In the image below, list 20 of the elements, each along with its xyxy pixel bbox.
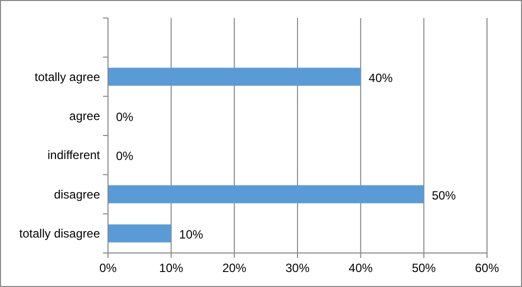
y-tick-label: disagree bbox=[54, 187, 100, 202]
data-label: 0% bbox=[116, 149, 134, 164]
y-tick-label: agree bbox=[69, 108, 100, 123]
x-tick-label: 20% bbox=[222, 261, 247, 275]
y-tick-label: indifferent bbox=[48, 148, 101, 162]
bar bbox=[108, 224, 172, 242]
y-tick-label: totally agree bbox=[34, 70, 100, 84]
data-label: 10% bbox=[179, 227, 204, 242]
y-tick-label: totally disagree bbox=[19, 226, 100, 240]
x-tick-label: 0% bbox=[99, 261, 117, 275]
x-tick-label: 40% bbox=[348, 261, 373, 275]
data-label: 0% bbox=[116, 110, 134, 124]
bar bbox=[108, 68, 361, 86]
data-label: 50% bbox=[432, 188, 456, 202]
bar bbox=[108, 185, 424, 204]
x-tick-label: 60% bbox=[474, 261, 500, 275]
x-tick-label: 10% bbox=[159, 261, 184, 275]
x-tick-label: 50% bbox=[412, 261, 436, 275]
data-label: 40% bbox=[368, 70, 394, 85]
x-tick-label: 30% bbox=[285, 261, 310, 275]
